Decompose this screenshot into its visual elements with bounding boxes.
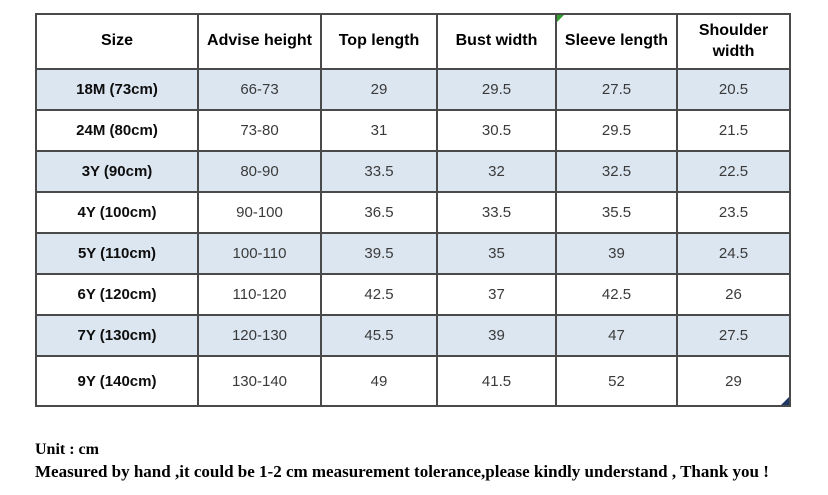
- advise-height-cell: 66-73: [197, 68, 322, 111]
- advise-height-cell: 110-120: [197, 273, 322, 316]
- tolerance-note: Measured by hand ,it could be 1-2 cm mea…: [35, 462, 769, 482]
- table-header: Size Advise height Top length Bust width…: [35, 13, 791, 70]
- shoulder-width-cell: 29: [676, 355, 791, 407]
- sleeve-length-cell: 42.5: [555, 273, 678, 316]
- bust-width-cell: 33.5: [436, 191, 557, 234]
- advise-height-cell: 100-110: [197, 232, 322, 275]
- shoulder-width-cell: 27.5: [676, 314, 791, 357]
- table-row-6y: 6Y (120cm) 110-120 42.5 37 42.5 26: [35, 273, 791, 316]
- top-length-cell: 31: [320, 109, 438, 152]
- sleeve-length-cell: 27.5: [555, 68, 678, 111]
- top-length-cell: 33.5: [320, 150, 438, 193]
- shoulder-width-cell: 22.5: [676, 150, 791, 193]
- bust-width-cell: 35: [436, 232, 557, 275]
- advise-height-cell: 80-90: [197, 150, 322, 193]
- bust-width-cell: 29.5: [436, 68, 557, 111]
- bust-width-cell: 30.5: [436, 109, 557, 152]
- advise-height-cell: 120-130: [197, 314, 322, 357]
- top-length-cell: 29: [320, 68, 438, 111]
- sleeve-length-cell: 47: [555, 314, 678, 357]
- unit-note: Unit : cm: [35, 441, 99, 458]
- sleeve-length-cell: 32.5: [555, 150, 678, 193]
- bust-width-cell: 37: [436, 273, 557, 316]
- table-row-5y: 5Y (110cm) 100-110 39.5 35 39 24.5: [35, 232, 791, 275]
- size-cell: 6Y (120cm): [35, 273, 199, 316]
- table-row-9y: 9Y (140cm) 130-140 49 41.5 52 29: [35, 355, 791, 407]
- size-cell: 5Y (110cm): [35, 232, 199, 275]
- top-length-cell: 39.5: [320, 232, 438, 275]
- column-header-bust-width: Bust width: [436, 13, 557, 70]
- table-row-7y: 7Y (130cm) 120-130 45.5 39 47 27.5: [35, 314, 791, 357]
- size-cell: 7Y (130cm): [35, 314, 199, 357]
- table-row-3y: 3Y (90cm) 80-90 33.5 32 32.5 22.5: [35, 150, 791, 193]
- sleeve-length-cell: 29.5: [555, 109, 678, 152]
- sleeve-length-cell: 35.5: [555, 191, 678, 234]
- column-header-top-length: Top length: [320, 13, 438, 70]
- shoulder-width-cell: 20.5: [676, 68, 791, 111]
- navy-corner-marker-icon: [781, 397, 788, 404]
- advise-height-cell: 90-100: [197, 191, 322, 234]
- shoulder-width-cell: 26: [676, 273, 791, 316]
- table-body: 18M (73cm) 66-73 29 29.5 27.5 20.5 24M (…: [35, 68, 791, 407]
- column-header-advise-height: Advise height: [197, 13, 322, 70]
- top-length-cell: 49: [320, 355, 438, 407]
- table-row-18m: 18M (73cm) 66-73 29 29.5 27.5 20.5: [35, 68, 791, 111]
- green-triangle-marker-icon: [558, 16, 564, 22]
- bust-width-cell: 32: [436, 150, 557, 193]
- advise-height-cell: 73-80: [197, 109, 322, 152]
- shoulder-width-cell: 24.5: [676, 232, 791, 275]
- shoulder-width-cell: 21.5: [676, 109, 791, 152]
- column-header-size: Size: [35, 13, 199, 70]
- column-header-label: Sleeve length: [564, 32, 669, 50]
- size-cell: 18M (73cm): [35, 68, 199, 111]
- header-row: Size Advise height Top length Bust width…: [35, 13, 791, 70]
- size-cell: 9Y (140cm): [35, 355, 199, 407]
- shoulder-width-cell: 23.5: [676, 191, 791, 234]
- bust-width-cell: 41.5: [436, 355, 557, 407]
- bust-width-cell: 39: [436, 314, 557, 357]
- size-cell: 24M (80cm): [35, 109, 199, 152]
- column-header-sleeve-length: Sleeve length: [555, 13, 678, 70]
- top-length-cell: 45.5: [320, 314, 438, 357]
- table-row-24m: 24M (80cm) 73-80 31 30.5 29.5 21.5: [35, 109, 791, 152]
- sleeve-length-cell: 52: [555, 355, 678, 407]
- top-length-cell: 36.5: [320, 191, 438, 234]
- footer-notes: Unit : cm Measured by hand ,it could be …: [35, 440, 769, 482]
- cell-value: 29: [725, 372, 742, 390]
- size-cell: 3Y (90cm): [35, 150, 199, 193]
- advise-height-cell: 130-140: [197, 355, 322, 407]
- top-length-cell: 42.5: [320, 273, 438, 316]
- column-header-shoulder-width: Shoulder width: [676, 13, 791, 70]
- sleeve-length-cell: 39: [555, 232, 678, 275]
- size-chart-table: Size Advise height Top length Bust width…: [35, 13, 791, 407]
- table-row-4y: 4Y (100cm) 90-100 36.5 33.5 35.5 23.5: [35, 191, 791, 234]
- size-cell: 4Y (100cm): [35, 191, 199, 234]
